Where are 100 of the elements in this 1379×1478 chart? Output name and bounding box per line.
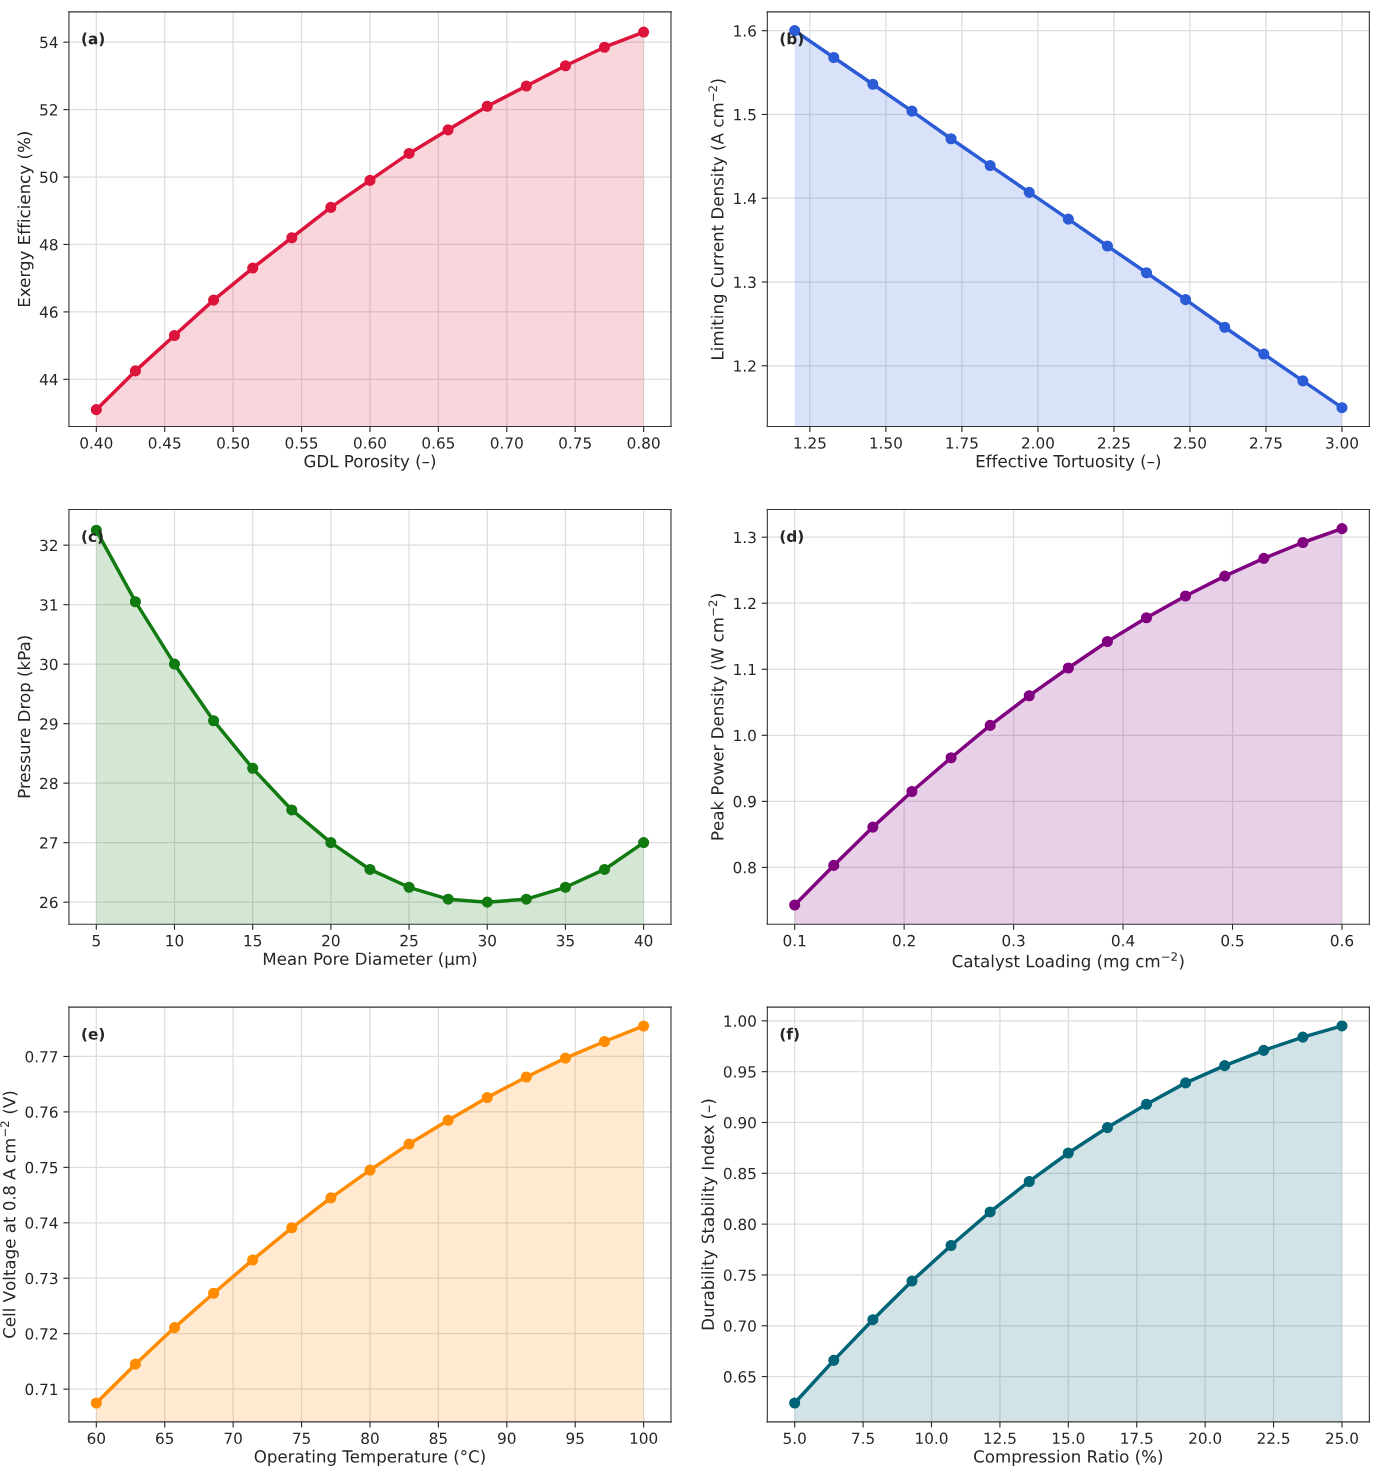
y-axis-title: Durability Stability Index (–) bbox=[701, 1099, 718, 1330]
point bbox=[1062, 662, 1074, 674]
point bbox=[789, 899, 801, 911]
y-tick-label: 54 bbox=[40, 36, 58, 49]
point bbox=[1101, 635, 1113, 648]
x-tick-label: 0.2 bbox=[893, 934, 915, 947]
y-tick-label: 32 bbox=[40, 539, 57, 552]
x-tick-label: 35 bbox=[556, 934, 574, 947]
point bbox=[867, 78, 879, 90]
y-tick-label: 50 bbox=[40, 171, 58, 184]
y-axis-title: Peak Power Density (W cm$^{−2}$) bbox=[708, 594, 727, 840]
point bbox=[1258, 552, 1270, 564]
point bbox=[208, 294, 220, 306]
x-axis-title: Compression Ratio (%) bbox=[974, 1449, 1163, 1466]
point bbox=[598, 1035, 611, 1048]
x-tick-label: 0.3 bbox=[1002, 934, 1025, 947]
point bbox=[520, 1071, 532, 1083]
point bbox=[945, 752, 957, 764]
y-tick-label: 1.5 bbox=[734, 109, 756, 121]
point bbox=[789, 1397, 801, 1409]
x-tick-label: 70 bbox=[224, 1432, 242, 1445]
point bbox=[168, 329, 180, 342]
annotation: (d) bbox=[780, 530, 803, 544]
point bbox=[325, 1192, 337, 1204]
y-tick-label: 46 bbox=[39, 306, 58, 318]
y-tick-label: 0.75 bbox=[723, 1269, 756, 1281]
point bbox=[1297, 536, 1309, 549]
x-tick-label: 90 bbox=[498, 1432, 516, 1445]
point bbox=[906, 105, 918, 117]
x-tick-label: 0.4 bbox=[1111, 934, 1135, 947]
x-tick-label: 60 bbox=[87, 1432, 106, 1445]
x-tick-label: 0.45 bbox=[148, 437, 181, 449]
x-axis-title: Operating Temperature (°C) bbox=[254, 1449, 485, 1466]
point bbox=[481, 1091, 493, 1104]
x-tick-label: 2.50 bbox=[1174, 437, 1206, 449]
y-tick-label: 0.73 bbox=[25, 1272, 58, 1285]
point bbox=[1336, 1020, 1348, 1032]
point bbox=[559, 1052, 571, 1064]
y-tick-label: 1.00 bbox=[724, 1015, 756, 1027]
x-tick-label: 40 bbox=[634, 934, 653, 947]
y-tick-label: 44 bbox=[39, 374, 58, 386]
point bbox=[286, 232, 298, 244]
point bbox=[984, 719, 996, 731]
y-tick-label: 1.6 bbox=[734, 25, 756, 37]
y-tick-label: 0.85 bbox=[723, 1167, 756, 1180]
point bbox=[867, 1314, 879, 1326]
point bbox=[1219, 570, 1231, 582]
point bbox=[286, 804, 298, 816]
y-tick-label: 1.2 bbox=[734, 360, 756, 372]
x-tick-label: 10.0 bbox=[916, 1432, 948, 1445]
annotation: (b) bbox=[780, 32, 803, 47]
point bbox=[520, 893, 532, 905]
y-tick-label: 0.70 bbox=[723, 1320, 756, 1332]
x-tick-label: 25 bbox=[400, 934, 418, 947]
x-axis-title: GDL Porosity (–) bbox=[304, 454, 436, 471]
annotation: (a) bbox=[82, 32, 104, 47]
point bbox=[247, 262, 259, 274]
point bbox=[1101, 240, 1113, 252]
point bbox=[90, 404, 102, 416]
y-tick-label: 0.8 bbox=[733, 861, 756, 874]
point bbox=[1023, 186, 1035, 198]
point bbox=[364, 1164, 376, 1176]
point bbox=[325, 837, 337, 849]
x-tick-label: 85 bbox=[429, 1432, 447, 1445]
x-tick-label: 1.50 bbox=[870, 437, 902, 449]
point bbox=[1219, 321, 1231, 333]
x-tick-label: 5.0 bbox=[783, 1432, 806, 1445]
x-tick-label: 80 bbox=[361, 1432, 379, 1445]
y-tick-label: 0.65 bbox=[723, 1371, 756, 1383]
x-tick-label: 20.0 bbox=[1189, 1432, 1222, 1445]
point bbox=[1062, 1147, 1074, 1159]
point bbox=[208, 1287, 220, 1299]
x-tick-label: 0.40 bbox=[80, 437, 113, 449]
point bbox=[638, 1020, 650, 1032]
point bbox=[520, 80, 532, 92]
point bbox=[481, 896, 493, 908]
y-tick-label: 0.74 bbox=[25, 1217, 58, 1229]
x-tick-label: 100 bbox=[630, 1432, 658, 1445]
point bbox=[945, 1239, 957, 1252]
x-tick-label: 3.00 bbox=[1326, 437, 1358, 449]
point bbox=[247, 1254, 259, 1266]
x-axis-title: Catalyst Loading (mg cm$^{−2}$) bbox=[952, 952, 1184, 971]
y-tick-label: 31 bbox=[40, 599, 58, 611]
point bbox=[1180, 590, 1192, 602]
point bbox=[638, 26, 650, 38]
point bbox=[129, 596, 141, 608]
point bbox=[1023, 690, 1035, 702]
y-tick-label: 0.72 bbox=[25, 1328, 57, 1340]
point bbox=[1219, 1060, 1231, 1072]
point bbox=[1297, 1031, 1309, 1043]
y-axis-title: Pressure Drop (kPa) bbox=[17, 636, 34, 798]
y-tick-label: 52 bbox=[40, 104, 57, 116]
x-tick-label: 95 bbox=[566, 1432, 584, 1445]
point bbox=[598, 41, 611, 53]
x-tick-label: 75 bbox=[293, 1432, 310, 1445]
x-tick-label: 7.5 bbox=[852, 1432, 874, 1445]
point bbox=[867, 821, 879, 833]
point bbox=[286, 1222, 298, 1234]
x-tick-label: 25.0 bbox=[1326, 1432, 1358, 1445]
x-tick-label: 0.5 bbox=[1221, 934, 1244, 947]
